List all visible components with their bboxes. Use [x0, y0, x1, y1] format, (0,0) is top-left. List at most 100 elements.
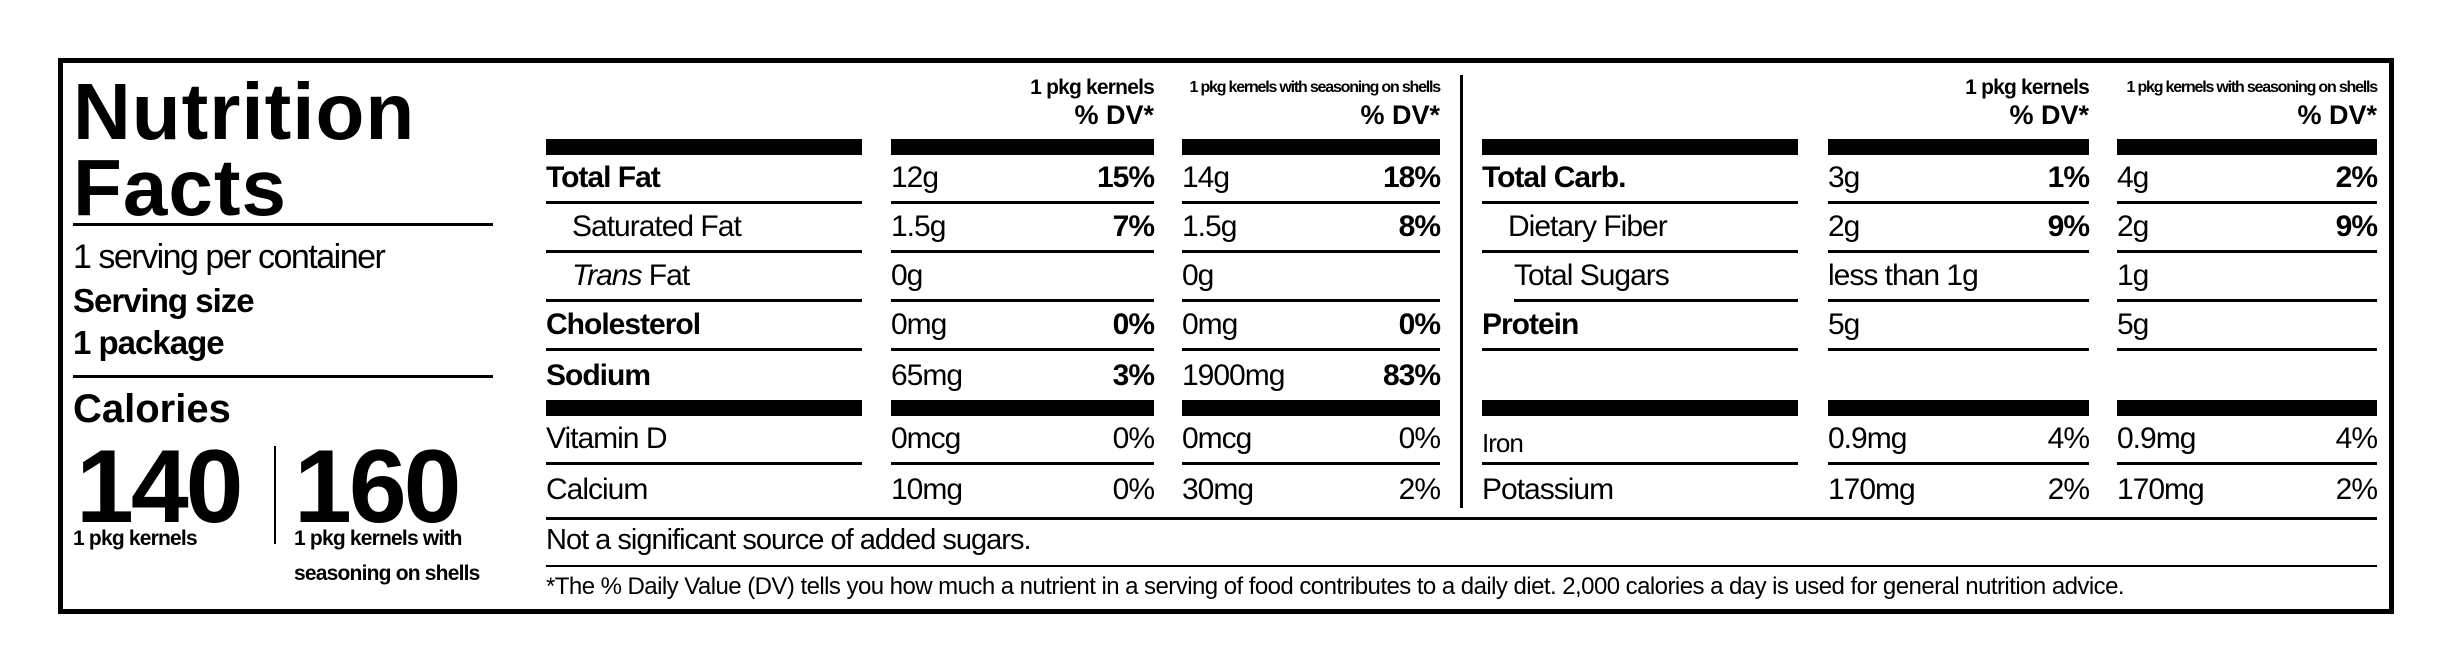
gap: [2089, 253, 2117, 302]
amount: 170mg: [1828, 473, 1916, 506]
column-header-2: 1 pkg kernels with seasoning on shells % …: [1182, 75, 1442, 139]
amount: 1.5g: [891, 210, 946, 243]
amount: 0mcg: [891, 422, 961, 455]
daily-value-percent: 7%: [1112, 210, 1155, 243]
divider: [546, 517, 2377, 520]
nutrient-table-left: 1 pkg kernels% DV* 1 pkg kernels with sea…: [546, 75, 1442, 515]
mineral-name: Iron: [1482, 427, 1524, 458]
nutrient-row-label: Total Carb.: [1482, 155, 1798, 204]
gap: [1154, 139, 1182, 155]
gap: [1154, 416, 1182, 465]
column-divider: [1460, 75, 1463, 508]
mineral-row-label: Calcium: [546, 465, 862, 515]
amount: 5g: [2117, 308, 2149, 341]
column-header-2: 1 pkg kernels with seasoning on shells % …: [2117, 75, 2379, 139]
nutrient-row-label: Trans Fat: [546, 253, 862, 302]
thick-bar: [2117, 139, 2377, 155]
amount: 1g: [2117, 259, 2149, 292]
nutrient-value-cell-2: 5g: [2117, 302, 2377, 351]
thick-bar: [1482, 139, 1798, 155]
daily-value-percent: 2%: [2335, 161, 2378, 194]
nutrient-row-label: [1482, 351, 1798, 400]
amount: 0.9mg: [2117, 422, 2196, 455]
divider: [546, 565, 2377, 567]
nutrient-value-cell-1: 0g: [891, 253, 1154, 302]
daily-value-percent: 4%: [2335, 422, 2378, 455]
gap: [1798, 465, 1828, 515]
nutrient-name: Protein: [1482, 308, 1579, 342]
gap: [1798, 351, 1828, 400]
nutrient-value-cell-1: 3g 1%: [1828, 155, 2090, 204]
nutrient-value-cell-2: [2117, 351, 2377, 400]
gap: [1798, 253, 1828, 302]
nutrient-name-text: Sodium: [546, 358, 651, 392]
title-line-1: Nutrition: [73, 67, 416, 156]
gap: [862, 400, 891, 416]
amount: 4g: [2117, 161, 2149, 194]
nutrient-value-cell-1: 65mg 3%: [891, 351, 1155, 400]
daily-value-percent: 0%: [1112, 308, 1155, 341]
gap: [1154, 465, 1182, 515]
dv-label: % DV*: [2009, 100, 2089, 130]
nutrient-value-cell-2: 1900mg 83%: [1182, 351, 1441, 400]
nutrient-row-label: Cholesterol: [546, 302, 862, 351]
daily-value-percent: 0%: [1398, 422, 1441, 455]
amount: 3g: [1828, 161, 1860, 194]
mineral-value-cell-1: 170mg 2%: [1828, 465, 2090, 515]
column-header-name: 1 pkg kernels with seasoning on shells: [2126, 79, 2379, 96]
gap: [1798, 302, 1828, 351]
nutrient-name: Total Carb.: [1482, 161, 1626, 195]
amount: 0g: [1182, 259, 1214, 292]
nutrient-row-label: Dietary Fiber: [1482, 204, 1798, 253]
title-line-2: Facts: [73, 143, 287, 232]
thick-bar: [1182, 400, 1440, 416]
mineral-value-cell-2: 30mg 2%: [1182, 465, 1441, 515]
gap: [1154, 351, 1182, 400]
column-header-name: 1 pkg kernels: [1030, 76, 1155, 99]
mineral-row-label: Vitamin D: [546, 416, 862, 465]
daily-value-percent: 9%: [2047, 210, 2090, 243]
nutrient-name: Trans Fat: [546, 259, 690, 293]
mineral-value-cell-1: 10mg 0%: [891, 465, 1155, 515]
amount: 0mg: [891, 308, 947, 341]
gap: [2089, 351, 2117, 400]
daily-value-percent: 83%: [1382, 358, 1441, 392]
daily-value-percent: 2%: [2047, 473, 2090, 506]
gap: [2089, 155, 2117, 204]
mineral-name: Calcium: [546, 473, 648, 506]
column-header-1: 1 pkg kernels% DV*: [891, 75, 1155, 139]
daily-value-percent: 0%: [1398, 308, 1441, 341]
amount: 10mg: [891, 473, 963, 506]
calories-desc-2-line-2: seasoning on shells: [294, 562, 480, 585]
mineral-row-label: Iron: [1482, 416, 1798, 465]
daily-value-percent: 4%: [2047, 422, 2090, 455]
nutrient-row-label: Total Fat: [546, 155, 862, 204]
column-header-name: 1 pkg kernels: [1965, 76, 2090, 99]
daily-value-percent: 15%: [1096, 161, 1155, 194]
gap: [862, 465, 891, 515]
daily-value-percent: 0%: [1112, 422, 1155, 455]
gap: [1154, 204, 1182, 253]
nutrient-name-text: Fat: [641, 259, 690, 292]
nutrient-value-cell-2: 2g 9%: [2117, 204, 2378, 253]
gap: [2089, 75, 2117, 139]
amount: 14g: [1182, 161, 1230, 194]
amount: 0.9mg: [1828, 422, 1907, 455]
nutrient-name-text: Cholesterol: [546, 308, 701, 341]
daily-value-percent: 2%: [2335, 473, 2378, 506]
nutrient-name-text: Saturated Fat: [572, 210, 742, 243]
mineral-value-cell-1: 0mcg 0%: [891, 416, 1155, 465]
gap: [1154, 155, 1182, 204]
gap: [1798, 416, 1828, 465]
servings-per-container: 1 serving per container: [73, 238, 386, 276]
nutrient-value-cell-1: 12g 15%: [891, 155, 1155, 204]
added-sugars-note: Not a significant source of added sugars…: [546, 524, 1032, 556]
nutrient-name: Total Fat: [546, 161, 661, 195]
gap: [2089, 302, 2117, 351]
nutrient-name-italic: Trans: [572, 259, 642, 292]
gap: [1154, 400, 1182, 416]
thick-bar: [891, 400, 1154, 416]
amount: 65mg: [891, 358, 963, 392]
daily-value-percent: 9%: [2335, 210, 2378, 243]
nutrient-name: Cholesterol: [546, 308, 701, 342]
